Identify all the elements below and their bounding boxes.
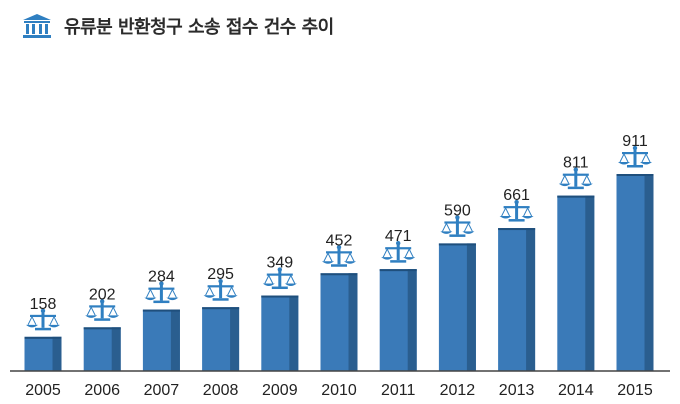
scales-icon <box>381 240 416 263</box>
x-tick-label: 2014 <box>558 382 594 399</box>
data-label: 911 <box>622 133 648 150</box>
bar <box>616 174 654 371</box>
scales-icon <box>558 167 593 190</box>
scales-icon <box>322 245 356 267</box>
data-label: 158 <box>30 296 57 313</box>
bar <box>202 307 240 371</box>
x-tick-label: 2009 <box>262 382 298 399</box>
x-tick-label: 2007 <box>144 382 180 399</box>
bar <box>142 309 180 371</box>
x-tick-label: 2015 <box>617 382 653 399</box>
data-label: 202 <box>89 286 116 303</box>
bars-group: 158 2005 202 2006 284 2007 295 2008 349 2009 452 20… <box>24 133 654 399</box>
x-tick-label: 2005 <box>25 382 61 399</box>
scales-icon <box>618 145 652 168</box>
data-label: 471 <box>385 228 412 245</box>
bar <box>557 195 595 371</box>
bar <box>83 327 121 371</box>
data-label: 811 <box>563 155 589 172</box>
bar <box>379 269 417 371</box>
bar <box>24 336 62 371</box>
scales-icon <box>499 199 534 222</box>
data-label: 284 <box>148 269 175 286</box>
x-tick-label: 2011 <box>381 382 416 399</box>
scales-icon <box>262 267 297 290</box>
bar <box>261 295 299 371</box>
data-label: 349 <box>266 255 293 272</box>
x-tick-label: 2006 <box>84 382 120 399</box>
bar <box>320 273 358 371</box>
data-label: 452 <box>326 232 353 249</box>
x-tick-label: 2012 <box>440 382 476 399</box>
courthouse-icon <box>23 14 51 38</box>
scales-icon <box>144 281 179 304</box>
scales-icon <box>26 308 60 331</box>
scales-icon <box>440 215 475 237</box>
x-tick-label: 2008 <box>203 382 239 399</box>
data-label: 590 <box>444 202 471 219</box>
data-label: 295 <box>207 266 234 283</box>
chart-title: 유류분 반환청구 소송 접수 건수 추이 <box>64 17 334 38</box>
bar <box>438 243 476 371</box>
data-label: 661 <box>503 187 530 204</box>
scales-icon <box>203 279 238 301</box>
x-tick-label: 2013 <box>499 382 535 399</box>
bar <box>498 228 536 371</box>
chart-header: 유류분 반환청구 소송 접수 건수 추이 <box>22 12 334 40</box>
scales-icon <box>85 299 120 321</box>
x-tick-label: 2010 <box>321 382 357 399</box>
